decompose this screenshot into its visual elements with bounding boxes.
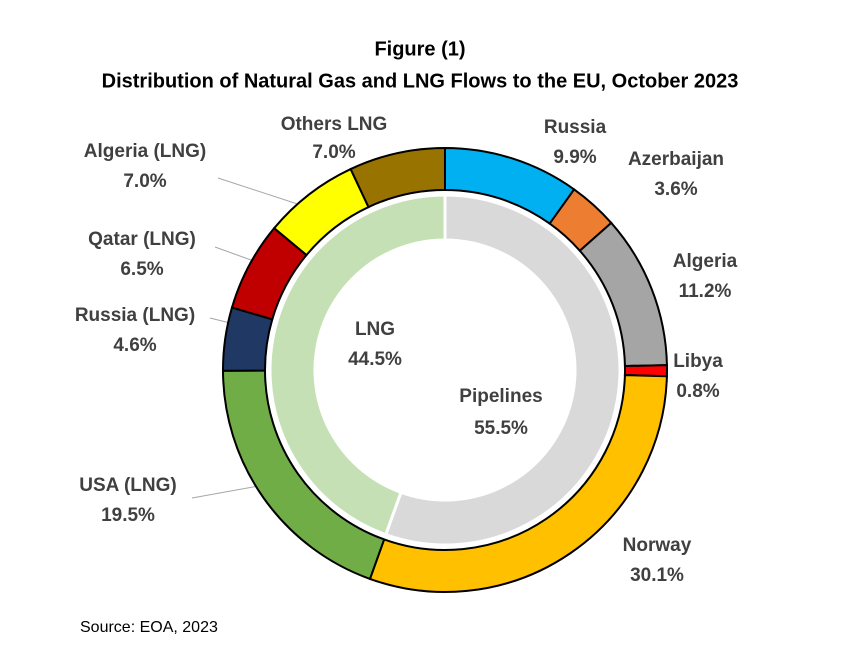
value-label: 6.5% (120, 259, 163, 280)
category-label: Azerbaijan (628, 149, 724, 170)
value-label: 44.5% (348, 349, 402, 370)
value-label: 4.6% (113, 335, 156, 356)
category-label: Russia (544, 117, 607, 138)
chart-subtitle: Distribution of Natural Gas and LNG Flow… (102, 70, 739, 92)
chart-title: Figure (1) (374, 38, 465, 60)
value-label: 0.8% (676, 381, 719, 402)
value-label: 7.0% (312, 142, 355, 163)
outer-segment (349, 146, 446, 209)
value-label: 55.5% (474, 418, 528, 439)
value-label: 3.6% (654, 179, 697, 200)
value-label: 7.0% (123, 171, 166, 192)
category-label: USA (LNG) (79, 475, 176, 496)
category-label: Russia (LNG) (75, 305, 195, 326)
category-label: Algeria (673, 251, 738, 272)
source: Source: EOA, 2023 (80, 619, 218, 636)
value-label: 11.2% (679, 281, 732, 302)
inner-segment (268, 193, 447, 537)
value-label: 30.1% (630, 565, 684, 586)
category-label: Norway (623, 535, 692, 556)
category-label: Others LNG (281, 114, 388, 135)
category-label: Qatar (LNG) (88, 229, 196, 250)
value-label: 19.5% (101, 505, 155, 526)
inner-segment (383, 193, 622, 547)
value-label: 9.9% (553, 147, 596, 168)
category-label: Libya (673, 351, 723, 372)
category-label: LNG (355, 319, 395, 340)
category-label: Pipelines (459, 386, 542, 407)
category-label: Algeria (LNG) (84, 141, 206, 162)
